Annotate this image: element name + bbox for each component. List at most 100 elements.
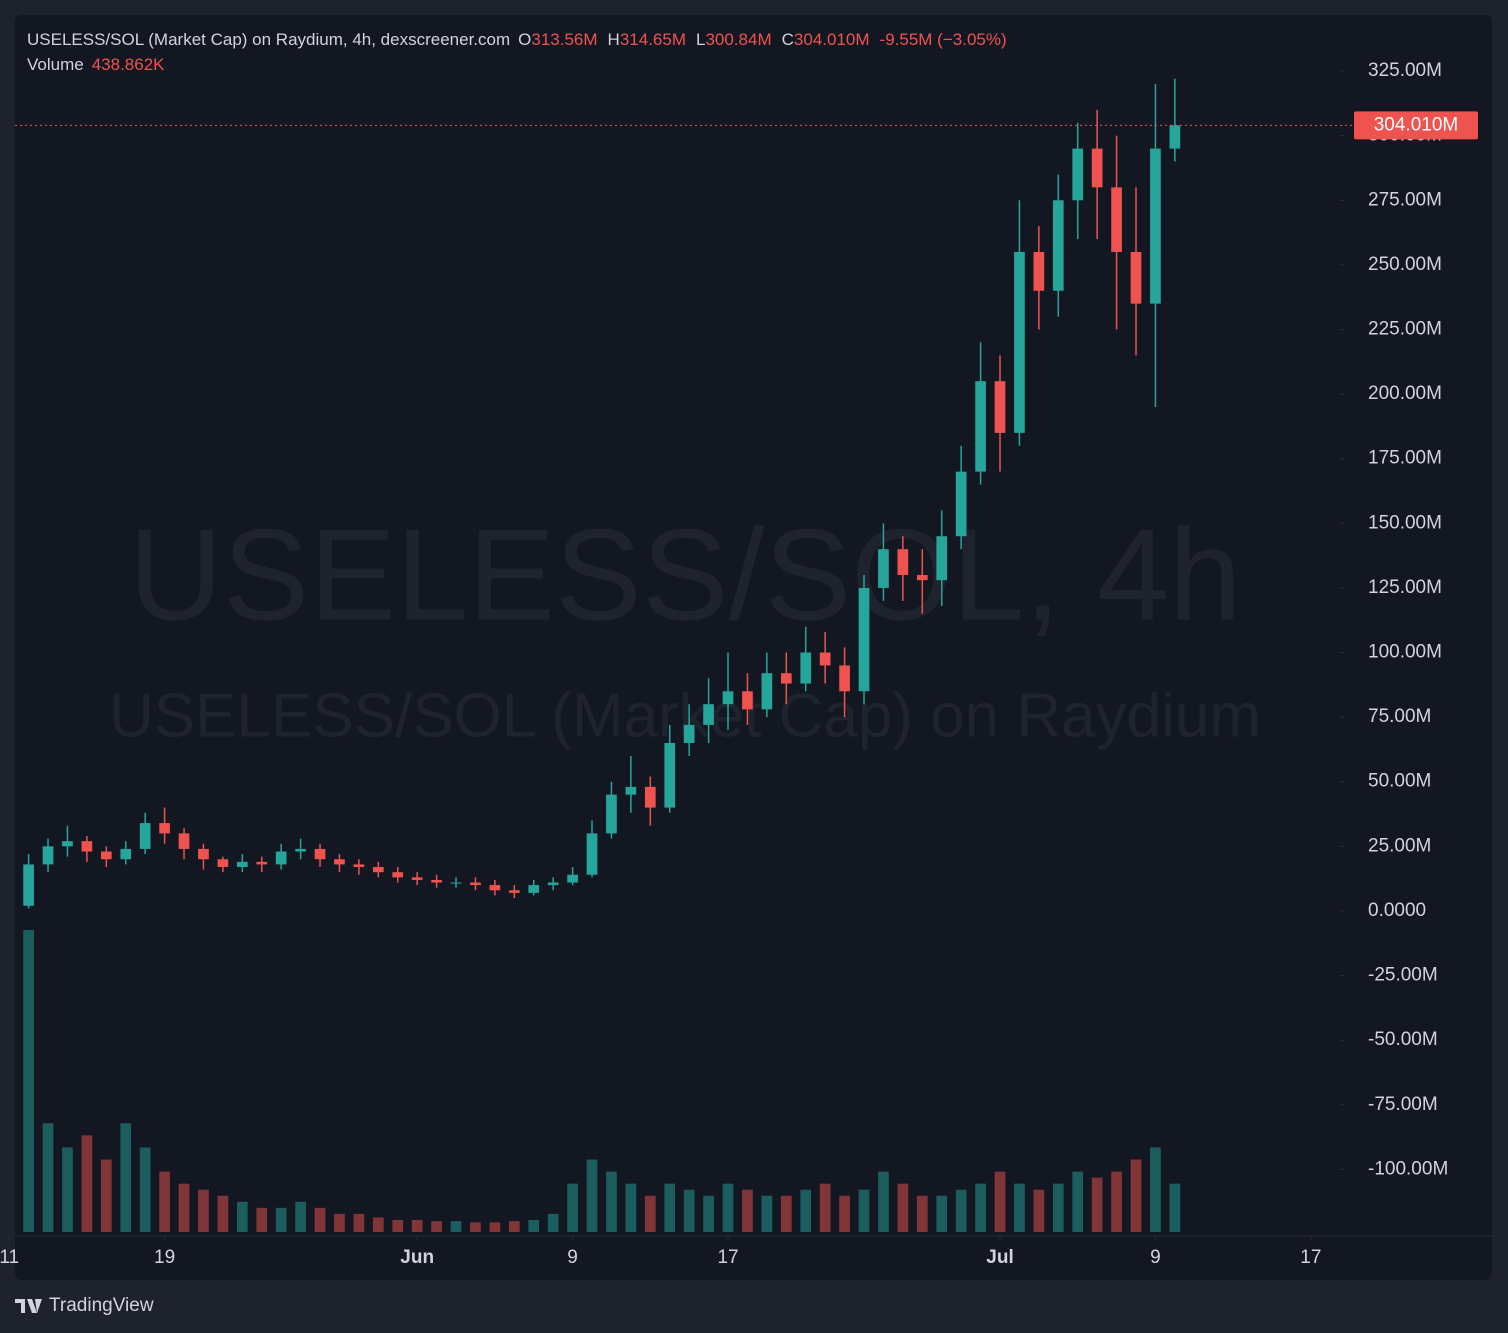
watermark: USELESS/SOL, 4h xyxy=(129,501,1242,647)
volume-bar xyxy=(567,1183,578,1232)
volume-bar xyxy=(975,1183,986,1232)
volume-bar xyxy=(839,1195,850,1232)
volume-bar xyxy=(586,1159,598,1232)
volume-bar xyxy=(703,1195,714,1232)
volume-bar xyxy=(23,930,34,1232)
volume-header: Volume 438.862K xyxy=(27,55,165,74)
y-tick-label: 225.00M xyxy=(1368,319,1442,340)
open: 313.56M xyxy=(531,30,597,49)
candle-body xyxy=(81,841,93,852)
volume-bar xyxy=(353,1213,365,1232)
volume-bar xyxy=(295,1201,306,1232)
x-tick-label: 19 xyxy=(154,1247,175,1268)
close: 304.010M xyxy=(794,30,870,49)
last-price-tag xyxy=(1354,111,1478,140)
volume-bar xyxy=(1072,1171,1084,1232)
footer: TradingView xyxy=(15,1295,154,1316)
candle-body xyxy=(159,823,170,834)
candle-body xyxy=(42,846,54,865)
chart-title: USELESS/SOL (Market Cap) on Raydium, 4h,… xyxy=(27,30,1007,49)
candle-body xyxy=(392,872,404,878)
o-label: O xyxy=(518,30,531,49)
candle-body xyxy=(916,574,928,581)
volume-bar xyxy=(1033,1189,1045,1232)
volume-bar xyxy=(198,1189,209,1232)
volume-bar xyxy=(217,1195,229,1232)
x-tick-label: Jun xyxy=(400,1247,434,1268)
candle-body xyxy=(178,833,190,849)
volume-bar xyxy=(625,1183,637,1232)
candle-body xyxy=(780,673,792,684)
volume-bar xyxy=(664,1183,676,1232)
volume-bar xyxy=(81,1135,93,1232)
volume-bar xyxy=(761,1195,773,1232)
candle-body xyxy=(256,861,268,865)
candle-body xyxy=(528,885,540,893)
last-price-label: 304.010M xyxy=(1374,114,1459,135)
volume-bar xyxy=(159,1171,170,1232)
volume-bar xyxy=(275,1207,287,1232)
candle-body xyxy=(664,742,676,808)
x-tick-label: 9 xyxy=(1150,1247,1161,1268)
y-tick-label: -100.00M xyxy=(1368,1158,1448,1179)
y-tick-label: 325.00M xyxy=(1368,60,1442,81)
volume-bar xyxy=(528,1219,540,1232)
change: -9.55M (−3.05%) xyxy=(880,30,1007,49)
volume-bar xyxy=(722,1183,734,1232)
y-tick-label: -25.00M xyxy=(1368,965,1438,986)
volume-bar xyxy=(508,1221,520,1232)
candle-body xyxy=(314,848,326,860)
volume-bar xyxy=(878,1171,889,1232)
candle-body xyxy=(470,882,481,886)
candle-body xyxy=(489,885,501,891)
volume-bar xyxy=(916,1195,928,1232)
candle-body xyxy=(62,841,73,847)
candle-body xyxy=(275,851,287,865)
volume-bar xyxy=(1052,1183,1064,1232)
volume-bar xyxy=(392,1219,404,1232)
candle-body xyxy=(372,867,384,873)
candle-body xyxy=(625,786,637,795)
volume-bar xyxy=(236,1201,248,1232)
candle-body xyxy=(450,882,462,884)
volume-bar xyxy=(372,1217,384,1232)
volume-bar xyxy=(411,1219,423,1232)
volume-bar xyxy=(334,1213,345,1232)
y-tick-label: 275.00M xyxy=(1368,189,1442,210)
volume-bar xyxy=(547,1213,559,1232)
candle-body xyxy=(1014,251,1025,433)
candle-body xyxy=(1033,251,1045,291)
volume-bar xyxy=(800,1189,812,1232)
candle-body xyxy=(236,861,248,868)
candle-body xyxy=(936,536,948,581)
volume-bar xyxy=(450,1221,462,1232)
candle-body xyxy=(100,851,112,860)
l-label: L xyxy=(696,30,705,49)
volume-bar xyxy=(683,1189,695,1232)
x-tick-label: 17 xyxy=(717,1247,738,1268)
y-tick-label: 75.00M xyxy=(1368,706,1431,727)
x-tick-label: 11 xyxy=(0,1247,19,1268)
candle-body xyxy=(644,786,656,808)
volume-bar xyxy=(1169,1183,1181,1232)
footer-text: TradingView xyxy=(49,1295,154,1316)
volume-bar xyxy=(42,1123,54,1232)
candle-body xyxy=(819,652,831,666)
candle-body xyxy=(1150,148,1161,304)
candle-body xyxy=(1169,125,1181,149)
y-tick-label: 50.00M xyxy=(1368,771,1431,792)
volume-label: Volume xyxy=(27,55,84,74)
candle-body xyxy=(897,549,909,575)
volume-bar xyxy=(858,1189,870,1232)
volume-bar xyxy=(742,1189,753,1232)
y-tick-label: 100.00M xyxy=(1368,642,1442,663)
y-tick-label: 0.0000 xyxy=(1368,900,1426,921)
volume-bar xyxy=(178,1183,190,1232)
y-tick-label: 150.00M xyxy=(1368,512,1442,533)
x-tick-label: 17 xyxy=(1300,1247,1321,1268)
candle-body xyxy=(761,673,773,710)
candle-body xyxy=(508,890,520,893)
x-tick-label: 9 xyxy=(567,1247,578,1268)
